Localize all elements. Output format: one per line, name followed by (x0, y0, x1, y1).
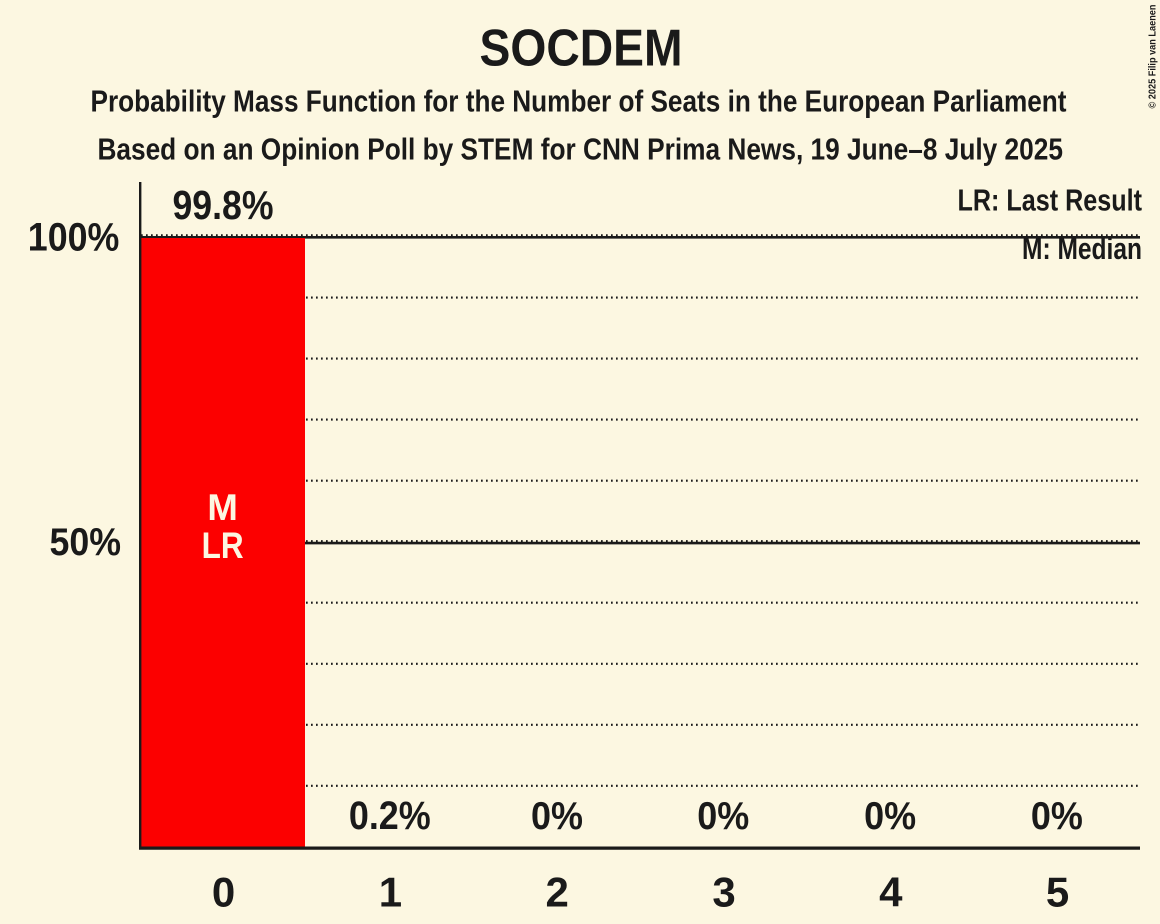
svg-text:1: 1 (379, 868, 402, 915)
svg-text:0%: 0% (1031, 795, 1083, 838)
svg-text:2: 2 (546, 868, 569, 915)
svg-text:LR: Last Result: LR: Last Result (958, 183, 1143, 217)
svg-text:50%: 50% (50, 521, 122, 564)
svg-text:0%: 0% (697, 795, 749, 838)
svg-text:M: Median: M: Median (1022, 232, 1142, 266)
svg-text:Based on an Opinion Poll by ST: Based on an Opinion Poll by STEM for CNN… (97, 132, 1063, 166)
svg-text:SOCDEM: SOCDEM (480, 20, 683, 78)
svg-text:0: 0 (212, 868, 235, 915)
svg-text:0.2%: 0.2% (349, 794, 431, 838)
svg-text:Probability Mass Function for: Probability Mass Function for the Number… (91, 85, 1067, 119)
svg-text:© 2025 Filip van Laenen: © 2025 Filip van Laenen (1148, 5, 1159, 109)
svg-text:0%: 0% (864, 795, 916, 838)
svg-text:LR: LR (202, 525, 244, 566)
svg-text:5: 5 (1046, 868, 1069, 915)
svg-text:99.8%: 99.8% (173, 182, 274, 228)
svg-text:100%: 100% (28, 215, 120, 259)
svg-text:M: M (207, 487, 237, 528)
svg-text:4: 4 (879, 868, 903, 915)
svg-text:3: 3 (712, 868, 735, 915)
svg-text:0%: 0% (531, 795, 583, 838)
